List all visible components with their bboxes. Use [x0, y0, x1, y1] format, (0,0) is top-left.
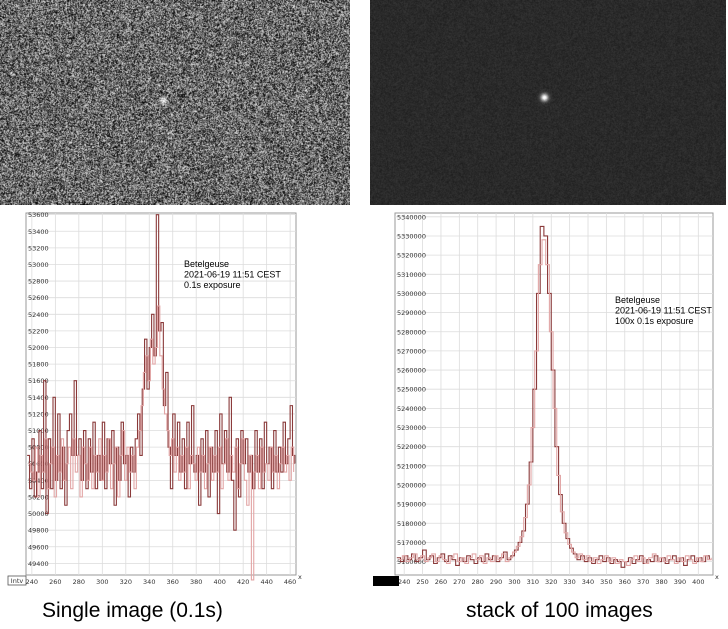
- x-tick-label: 340: [582, 578, 594, 586]
- series-1-line: [398, 239, 712, 566]
- x-tick-label: 270: [453, 578, 465, 586]
- x-tick-label: 350: [600, 578, 612, 586]
- y-tick-label: 5310000: [397, 271, 426, 279]
- annotation-line: 2021-06-19 11:51 CEST: [615, 306, 712, 316]
- y-tick-label: 5320000: [397, 252, 426, 260]
- x-tick-label: 400: [213, 578, 225, 586]
- y-tick-label: 51200: [28, 410, 49, 418]
- stacked-frame-star-image: [370, 0, 726, 205]
- x-tick-label: 330: [563, 578, 575, 586]
- y-tick-label: 5190000: [397, 501, 426, 509]
- x-axis-label: x: [298, 573, 302, 581]
- x-tick-label: 360: [619, 578, 631, 586]
- annotation-line: 100x 0.1s exposure: [615, 316, 694, 326]
- x-tick-label: 280: [472, 578, 484, 586]
- y-tick-label: 52000: [28, 344, 49, 352]
- plot-area: [394, 212, 714, 576]
- x-tick-label: 400: [692, 578, 704, 586]
- x-tick-label: 420: [237, 578, 249, 586]
- y-tick-label: 5170000: [397, 539, 426, 547]
- x-tick-label: 440: [260, 578, 272, 586]
- y-tick-label: 53400: [28, 228, 49, 236]
- corner-label-box: [7, 575, 27, 586]
- stacked-image-profile-chart: 240 250 260 270 280 290 300 310 320 330 340 350 360 3…: [371, 209, 723, 591]
- y-tick-label: 5200000: [397, 481, 426, 489]
- y-tick-label: 5250000: [397, 386, 426, 394]
- x-tick-label: 280: [73, 578, 85, 586]
- chart-annotation: Betelgeuse 2021-06-19 11:51 CEST 100x 0.1s…: [615, 295, 712, 326]
- x-tick-label: 240: [26, 578, 38, 586]
- y-tick-label: 52200: [28, 327, 49, 335]
- y-tick-label: 51600: [28, 377, 49, 385]
- y-tick-label: 53000: [28, 261, 49, 269]
- x-tick-label: 360: [167, 578, 179, 586]
- y-tick-label: 5240000: [397, 405, 426, 413]
- x-tick-label: 340: [143, 578, 155, 586]
- x-tick-label: 460: [284, 578, 296, 586]
- x-tick-label: 380: [655, 578, 667, 586]
- series-0-line: [396, 225, 710, 568]
- y-tick-label: 49600: [28, 543, 49, 551]
- annotation-line: 0.1s exposure: [184, 280, 241, 290]
- corner-label: Intv: [11, 577, 24, 585]
- x-tick-label: 380: [190, 578, 202, 586]
- plot-area: [25, 212, 297, 576]
- single-frame-star-image: [0, 0, 350, 205]
- x-tick-label: 250: [416, 578, 428, 586]
- x-tick-label: 370: [637, 578, 649, 586]
- x-tick-label: 300: [508, 578, 520, 586]
- y-tick-label: 51400: [28, 394, 49, 402]
- y-tick-label: 50000: [28, 510, 49, 518]
- y-tick-label: 51000: [28, 427, 49, 435]
- x-tick-label: 320: [120, 578, 132, 586]
- x-tick-label: 300: [96, 578, 108, 586]
- x-tick-label: 260: [49, 578, 61, 586]
- x-tick-label: 240: [398, 578, 410, 586]
- annotation-line: Betelgeuse: [184, 259, 229, 269]
- y-tick-label: 5230000: [397, 424, 426, 432]
- y-tick-label: 49800: [28, 527, 49, 535]
- chart-annotation: Betelgeuse 2021-06-19 11:51 CEST 0.1s expo…: [184, 259, 281, 290]
- y-tick-label: 51800: [28, 361, 49, 369]
- series-1-line: [28, 305, 295, 581]
- y-tick-label: 53600: [28, 211, 49, 219]
- y-tick-label: 52800: [28, 278, 49, 286]
- annotation-line: 2021-06-19 11:51 CEST: [184, 270, 281, 280]
- x-axis-label: x: [715, 573, 719, 581]
- y-tick-label: 50600: [28, 460, 49, 468]
- x-tick-label: 310: [527, 578, 539, 586]
- y-tick-label: 5290000: [397, 309, 426, 317]
- annotation-line: Betelgeuse: [615, 295, 660, 305]
- x-tick-label: 320: [545, 578, 557, 586]
- y-tick-label: 5160000: [397, 558, 426, 566]
- y-tick-label: 5330000: [397, 232, 426, 240]
- x-tick-label: 390: [674, 578, 686, 586]
- y-tick-label: 5270000: [397, 347, 426, 355]
- x-tick-label: 290: [490, 578, 502, 586]
- y-tick-label: 5340000: [397, 213, 426, 221]
- single-image-profile-chart: 240 260 280 300 320 340 360 380 400 420 440 460 4940…: [4, 209, 304, 591]
- y-tick-label: 53200: [28, 244, 49, 252]
- y-tick-label: 50800: [28, 444, 49, 452]
- right-caption: stack of 100 images: [466, 599, 653, 622]
- x-tick-label: 260: [435, 578, 447, 586]
- y-tick-label: 5260000: [397, 367, 426, 375]
- left-caption: Single image (0.1s): [42, 599, 223, 622]
- y-tick-label: 50400: [28, 477, 49, 485]
- y-tick-label: 5220000: [397, 443, 426, 451]
- y-tick-label: 5180000: [397, 520, 426, 528]
- y-tick-label: 5300000: [397, 290, 426, 298]
- y-tick-label: 52400: [28, 311, 49, 319]
- y-tick-label: 5280000: [397, 328, 426, 336]
- corner-black-box: [373, 576, 399, 586]
- y-tick-label: 5210000: [397, 462, 426, 470]
- y-tick-label: 49400: [28, 560, 49, 568]
- y-tick-label: 52600: [28, 294, 49, 302]
